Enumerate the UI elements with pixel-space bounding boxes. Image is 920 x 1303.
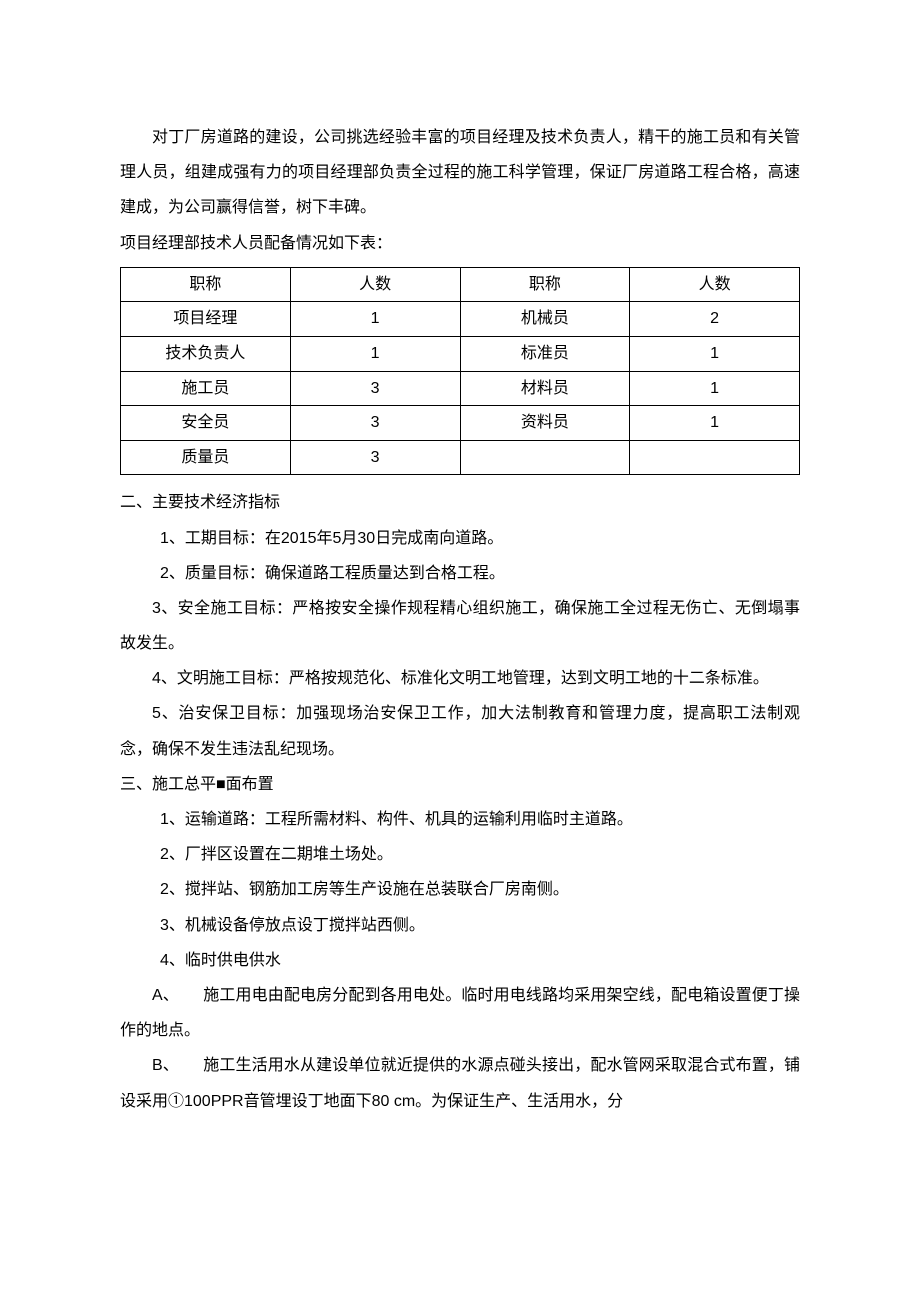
sec3-item-b: B、 施工生活用水从建设单位就近提供的水源点碰头接出，配水管网采取混合式布置，铺… — [120, 1048, 800, 1118]
section-2-title: 二、主要技术经济指标 — [120, 485, 800, 520]
table-header-row: 职称 人数 职称 人数 — [121, 267, 800, 302]
sec3-item-2a: 2、厂拌区设置在二期堆土场处。 — [120, 837, 800, 872]
intro-paragraph-1: 对丁厂房道路的建设，公司挑选经验丰富的项目经理及技术负责人，精干的施工员和有关管… — [120, 120, 800, 226]
sec3-item-3: 3、机械设备停放点设丁搅拌站西侧。 — [120, 908, 800, 943]
table-cell: 2 — [630, 302, 800, 337]
sec3-item-1: 1、运输道路：工程所需材料、构件、机具的运输利用临时主道路。 — [120, 802, 800, 837]
table-row: 安全员 3 资料员 1 — [121, 406, 800, 441]
intro-paragraph-2: 项目经理部技术人员配备情况如下表： — [120, 226, 800, 261]
staffing-table: 职称 人数 职称 人数 项目经理 1 机械员 2 技术负责人 1 标准员 1 施… — [120, 267, 800, 476]
table-row: 施工员 3 材料员 1 — [121, 371, 800, 406]
table-cell: 3 — [290, 371, 460, 406]
section-3-title: 三、施工总平■面布置 — [120, 767, 800, 802]
table-cell: 资料员 — [460, 406, 630, 441]
sec2-item-5: 5、治安保卫目标：加强现场治安保卫工作，加大法制教育和管理力度，提高职工法制观念… — [120, 696, 800, 766]
table-header: 职称 — [121, 267, 291, 302]
table-cell: 技术负责人 — [121, 336, 291, 371]
table-row: 技术负责人 1 标准员 1 — [121, 336, 800, 371]
table-cell: 施工员 — [121, 371, 291, 406]
table-cell: 安全员 — [121, 406, 291, 441]
table-header: 职称 — [460, 267, 630, 302]
table-row: 项目经理 1 机械员 2 — [121, 302, 800, 337]
table-cell: 机械员 — [460, 302, 630, 337]
sec2-item-3: 3、安全施工目标：严格按安全操作规程精心组织施工，确保施工全过程无伤亡、无倒塌事… — [120, 591, 800, 661]
table-cell: 项目经理 — [121, 302, 291, 337]
table-row: 质量员 3 — [121, 440, 800, 475]
table-cell: 质量员 — [121, 440, 291, 475]
table-cell — [460, 440, 630, 475]
table-header: 人数 — [290, 267, 460, 302]
sec3-item-a: A、 施工用电由配电房分配到各用电处。临时用电线路均采用架空线，配电箱设置便丁操… — [120, 978, 800, 1048]
table-cell: 1 — [630, 336, 800, 371]
table-cell: 3 — [290, 440, 460, 475]
sec2-item-1: 1、工期目标：在2015年5月30日完成南向道路。 — [120, 521, 800, 556]
table-cell: 标准员 — [460, 336, 630, 371]
table-cell: 1 — [290, 336, 460, 371]
table-cell: 1 — [630, 371, 800, 406]
table-cell: 材料员 — [460, 371, 630, 406]
sec2-item-4: 4、文明施工目标：严格按规范化、标准化文明工地管理，达到文明工地的十二条标准。 — [120, 661, 800, 696]
table-cell — [630, 440, 800, 475]
sec2-item-2: 2、质量目标：确保道路工程质量达到合格工程。 — [120, 556, 800, 591]
table-header: 人数 — [630, 267, 800, 302]
table-cell: 3 — [290, 406, 460, 441]
sec3-item-2b: 2、搅拌站、钢筋加工房等生产设施在总装联合厂房南侧。 — [120, 872, 800, 907]
sec3-item-4: 4、临时供电供水 — [120, 943, 800, 978]
table-cell: 1 — [630, 406, 800, 441]
table-cell: 1 — [290, 302, 460, 337]
